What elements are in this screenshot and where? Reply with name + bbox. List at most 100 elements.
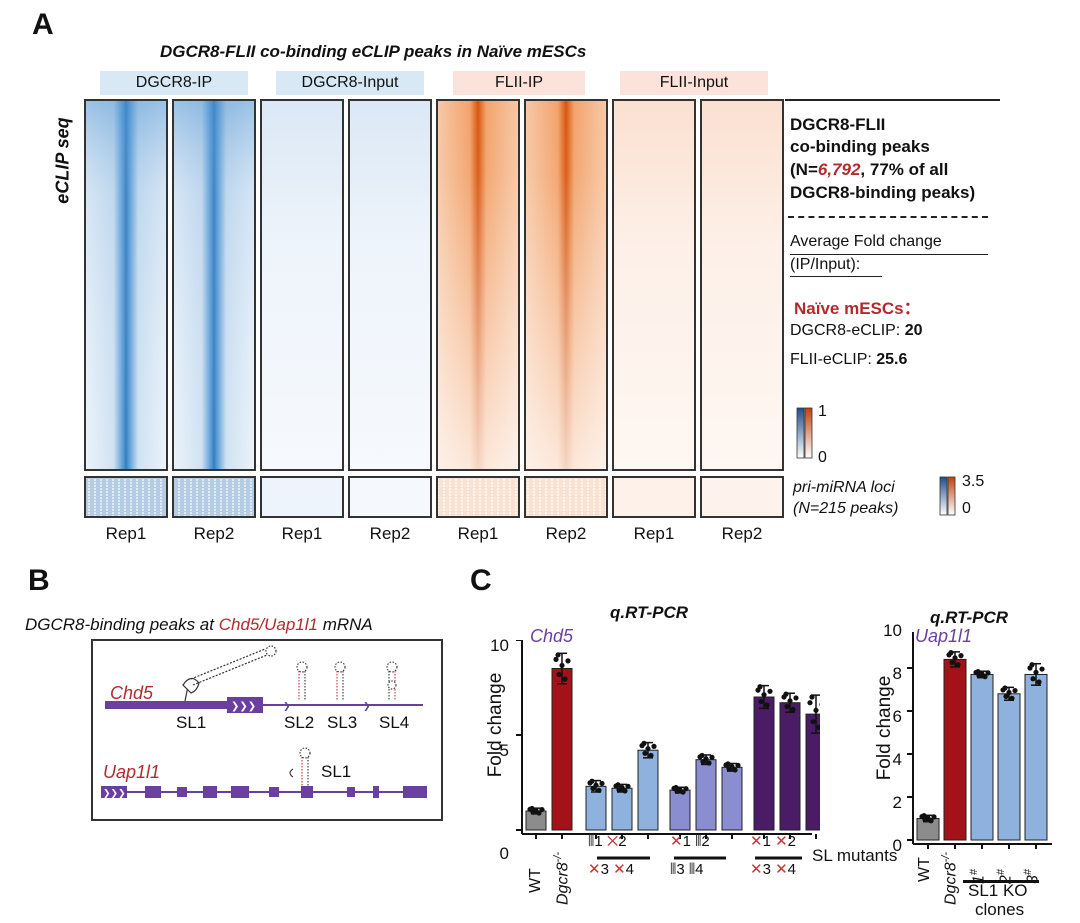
x-mark-icon: ✕ <box>750 861 763 878</box>
n-prefix: (N= <box>790 160 818 179</box>
sl-mutants-label: SL mutants <box>812 846 898 865</box>
n-value: 6,792 <box>817 160 861 179</box>
data-point <box>758 698 764 705</box>
bar <box>943 658 967 841</box>
data-point <box>921 812 927 819</box>
hairpin-icon: ⫴ <box>670 861 677 878</box>
hairpin-icon: ⫴ <box>695 833 702 850</box>
data-point <box>931 814 937 820</box>
data-point <box>958 653 964 659</box>
bar <box>637 749 659 831</box>
gene1-sl4: SL4 <box>379 713 410 732</box>
sl-group-3-bottom: ✕3 ✕4 <box>750 856 796 884</box>
data-point <box>625 783 631 789</box>
chart1-ylabel: Fold change <box>485 672 506 778</box>
gene-diagram: ❯❯❯ ❯ ❯ ❯❯❯ <box>101 645 427 799</box>
rep-label: Rep1 <box>633 524 675 543</box>
chart2-group-label2: clones <box>975 900 1025 919</box>
data-point <box>565 658 571 664</box>
rep-label: Rep1 <box>457 524 499 543</box>
data-point <box>819 702 820 707</box>
data-point <box>562 676 568 682</box>
chart2-title: q.RT-PCR <box>930 608 1009 627</box>
data-point <box>706 760 712 766</box>
bar <box>779 702 801 831</box>
dgcr8-fold: DGCR8-eCLIP: 20 <box>790 322 923 340</box>
n-suffix: , 77% of all <box>860 160 949 179</box>
chart2-x-wt: WT <box>916 857 933 882</box>
gene1-sl1: SL1 <box>176 713 207 732</box>
sl-num: 1 <box>762 833 771 850</box>
data-point <box>982 674 988 680</box>
scale-bottom-max: 3.5 <box>962 473 985 490</box>
sl-group-1-top: ⫴1 ✕2 <box>588 828 634 856</box>
hairpin-sl4 <box>386 661 398 701</box>
data-point <box>787 698 793 704</box>
gene2-name: Uap1l1 <box>103 762 161 782</box>
data-point <box>699 752 705 759</box>
chart2-x-ko-sup: -/- <box>940 851 952 863</box>
chart2-ytick: 10 <box>883 621 902 640</box>
x-mark-icon: ✕ <box>613 861 626 878</box>
data-point <box>757 684 763 690</box>
data-point <box>1030 676 1036 682</box>
color-scale-bottom <box>939 476 956 516</box>
data-point <box>648 752 654 759</box>
data-point <box>735 762 741 768</box>
hairpin-sl3 <box>334 661 346 701</box>
gene2-sl1: SL1 <box>321 762 352 781</box>
data-point <box>553 656 559 662</box>
sl-num: 2 <box>787 833 797 850</box>
avg-underline <box>790 276 882 277</box>
x-mark-icon: ✕ <box>750 833 763 850</box>
chart2-gene: Uap1l1 <box>915 626 973 646</box>
rep-label: Rep2 <box>369 524 411 543</box>
pri-mirna-label-1: pri-miRNA loci <box>793 479 895 496</box>
chart2-ytick: 0 <box>892 836 902 855</box>
avg-label-2: (IP/Input): <box>790 256 861 273</box>
clone-sup: # <box>968 868 980 876</box>
chart1-x-ko-text: Dgcr8 <box>554 862 572 905</box>
side-top-rule <box>785 99 1000 101</box>
data-point <box>641 740 647 746</box>
bar <box>721 766 743 831</box>
sl-group-2-top: ✕1 ⫴2 <box>670 828 710 856</box>
chart1-title: q.RT-PCR <box>610 603 689 622</box>
chart2-ytick: 8 <box>892 664 902 683</box>
pri-mirna-label-2: (N=215 peaks) <box>793 500 899 517</box>
data-point <box>725 761 731 767</box>
data-point <box>732 767 738 773</box>
side-dashed-rule <box>788 216 988 218</box>
sl-num: 1 <box>594 833 603 850</box>
x-mark-icon: ✕ <box>670 833 683 850</box>
bar <box>669 789 691 831</box>
panel-b-title-pre: DGCR8-binding peaks at <box>25 615 219 634</box>
gene1-sl2: SL2 <box>284 713 315 732</box>
gene1-sl3: SL3 <box>327 713 358 732</box>
sl-num: 3 <box>676 861 685 878</box>
heatmap-title: DGCR8-FLII co-binding eCLIP peaks in Naï… <box>160 42 587 61</box>
chart2-group-rule <box>963 880 1039 883</box>
panel-b-title-post: mRNA <box>317 615 373 634</box>
data-point <box>949 659 955 666</box>
data-point <box>642 750 648 756</box>
cobinding-line2: co-binding peaks <box>790 137 930 156</box>
chart2-x-ko-text: Dgcr8 <box>942 862 960 905</box>
x-mark-icon: ✕ <box>588 861 601 878</box>
heatmap-top-row <box>85 100 783 470</box>
data-point <box>952 655 958 661</box>
data-point <box>790 706 796 712</box>
gene-diagram-box <box>91 639 443 821</box>
chart1-x-wt: WT <box>527 868 544 893</box>
data-point <box>1036 679 1042 685</box>
avg-label-1: Average Fold change <box>790 233 942 250</box>
chart1-ytick: 10 <box>490 636 509 655</box>
x-mark-icon: ✕ <box>606 833 619 850</box>
gene1-name: Chd5 <box>110 683 154 703</box>
data-point <box>793 695 799 701</box>
data-point <box>783 691 789 697</box>
panel-b-title: DGCR8-binding peaks at Chd5/Uap1l1 mRNA <box>25 615 373 635</box>
svg-text:❯: ❯ <box>363 702 371 712</box>
sl-group-3-top: ✕1 ✕2 <box>750 828 796 856</box>
data-point <box>928 818 934 824</box>
